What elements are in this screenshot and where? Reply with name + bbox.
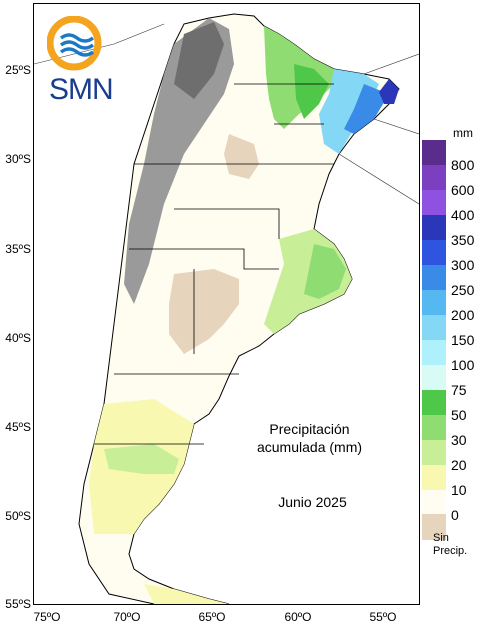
lat-label-45: 45ºS [5, 420, 31, 434]
lat-label-25: 25ºS [5, 63, 31, 77]
lon-label-60: 60ºO [284, 610, 312, 624]
country-borders [34, 23, 419, 205]
legend-swatch-0 [422, 490, 446, 515]
legend-label-10: 10 [451, 482, 467, 498]
precipitation-map [34, 13, 419, 604]
lat-label-35: 35ºS [5, 242, 31, 256]
zone-10-20mm-tierra [144, 584, 229, 604]
map-frame: SMN [33, 3, 420, 605]
legend-label-75: 75 [451, 382, 467, 398]
zone-50mm-ne [294, 64, 329, 119]
legend-label-50: 50 [451, 407, 467, 423]
legend-label-800: 800 [451, 157, 475, 173]
legend-unit: mm [453, 126, 473, 140]
legend-no-precip-line1: Sin [433, 532, 449, 544]
map-title-line1: Precipitación [269, 421, 350, 437]
legend-label-0: 0 [451, 507, 459, 523]
legend-label-300: 300 [451, 257, 475, 273]
legend-swatch-800 [422, 140, 446, 165]
legend-swatch-50 [422, 390, 446, 415]
legend-swatch-150 [422, 315, 446, 340]
legend-no-precip-line2: Precip. [433, 545, 468, 557]
zone-andes-high [124, 18, 234, 304]
zone-no-precip-north [224, 134, 259, 179]
legend-swatch-10 [422, 465, 446, 490]
legend-no-precip-label: Sin Precip. [433, 532, 467, 558]
legend-label-150: 150 [451, 332, 475, 348]
lon-label-65: 65ºO [198, 610, 226, 624]
legend-swatch-350 [422, 215, 446, 240]
map-title-line2: acumulada (mm) [256, 439, 363, 455]
zone-30-50mm-baires [304, 244, 346, 299]
zone-no-precip-center [169, 269, 239, 354]
legend-label-100: 100 [451, 357, 475, 373]
map-date: Junio 2025 [278, 494, 347, 510]
legend-swatch-100 [422, 340, 446, 365]
legend-label-250: 250 [451, 282, 475, 298]
lon-label-70: 70ºO [113, 610, 141, 624]
legend-label-200: 200 [451, 307, 475, 323]
smn-logo-icon [47, 16, 102, 71]
legend-label-600: 600 [451, 182, 475, 198]
lat-label-50: 50ºS [5, 509, 31, 523]
legend-label-350: 350 [451, 232, 475, 248]
legend-swatch-20 [422, 440, 446, 465]
legend-label-400: 400 [451, 207, 475, 223]
province-borders [94, 83, 334, 445]
lat-label-30: 30ºS [5, 152, 31, 166]
zone-andes-dark [174, 22, 224, 99]
lon-label-75: 75ºO [33, 610, 61, 624]
map-title: Precipitación acumulada (mm) [247, 420, 372, 456]
legend-swatch-600 [422, 165, 446, 190]
legend-swatch-250 [422, 265, 446, 290]
zone-200-250mm [344, 84, 389, 134]
smn-logo: SMN [47, 16, 117, 106]
zone-300mm-plus [379, 79, 399, 104]
legend-swatch-30 [422, 415, 446, 440]
lat-label-40: 40ºS [5, 331, 31, 345]
lat-label-55: 55ºS [5, 597, 31, 611]
smn-logo-text: SMN [49, 73, 114, 106]
legend-swatch-400 [422, 190, 446, 215]
legend-swatch-300 [422, 240, 446, 265]
legend-label-30: 30 [451, 432, 467, 448]
zone-20-30mm-patagonia [104, 444, 179, 474]
lon-label-55w: 55ºO [369, 610, 397, 624]
legend-label-20: 20 [451, 457, 467, 473]
legend-no-precip-swatch [422, 514, 446, 540]
legend-swatch-200 [422, 290, 446, 315]
legend-swatch-75 [422, 365, 446, 390]
